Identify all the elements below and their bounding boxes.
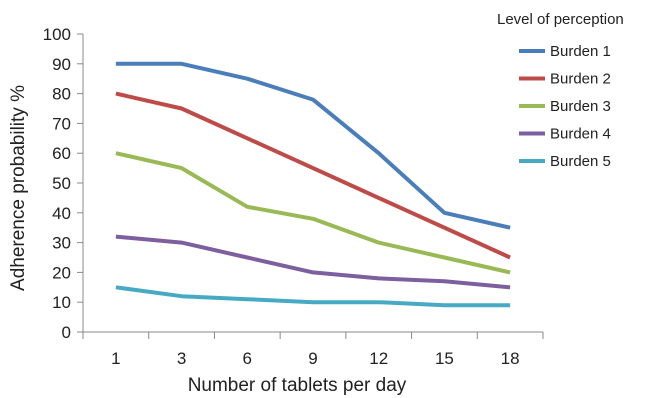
x-tick-label: 1 [111, 349, 120, 368]
y-tick-label: 10 [52, 293, 71, 312]
x-tick-label: 9 [308, 349, 317, 368]
x-tick-label: 3 [177, 349, 186, 368]
y-tick-label: 60 [52, 144, 71, 163]
y-tick-label: 90 [52, 55, 71, 74]
y-tick-label: 30 [52, 234, 71, 253]
series-line-burden-1 [115, 61, 511, 230]
legend-label-burden-5: Burden 5 [550, 153, 611, 170]
series-line-burden-4 [115, 234, 511, 290]
legend-label-burden-2: Burden 2 [550, 71, 611, 88]
x-tick-label: 18 [501, 349, 520, 368]
y-tick-label: 0 [62, 323, 71, 342]
y-tick-label: 40 [52, 204, 71, 223]
y-tick-label: 20 [52, 263, 71, 282]
x-tick-label: 6 [243, 349, 252, 368]
series-line-burden-3 [115, 151, 511, 275]
y-tick-label: 70 [52, 114, 71, 133]
x-axis-title: Number of tablets per day [188, 375, 407, 396]
x-tick-label: 12 [369, 349, 388, 368]
y-axis-title: Adherence probability % [8, 85, 29, 291]
y-tick-label: 80 [52, 85, 71, 104]
y-tick-label: 50 [52, 174, 71, 193]
legend: Burden 1 Burden 2 Burden 3 Burden 4 Burden 5 [519, 43, 611, 170]
x-tick-label: 15 [435, 349, 454, 368]
series-line-burden-2 [115, 91, 511, 260]
legend-label-burden-1: Burden 1 [550, 43, 611, 60]
series-lines [115, 61, 511, 308]
y-axis-ticks: 0 10 20 30 40 50 60 70 80 90 100 [43, 25, 83, 342]
legend-label-burden-3: Burden 3 [550, 98, 611, 115]
x-axis-ticks: 1 3 6 9 12 15 18 [82, 332, 544, 368]
legend-title: Level of perception [497, 11, 624, 28]
series-line-burden-5 [115, 285, 511, 308]
y-tick-label: 100 [43, 25, 71, 44]
legend-label-burden-4: Burden 4 [550, 126, 611, 143]
